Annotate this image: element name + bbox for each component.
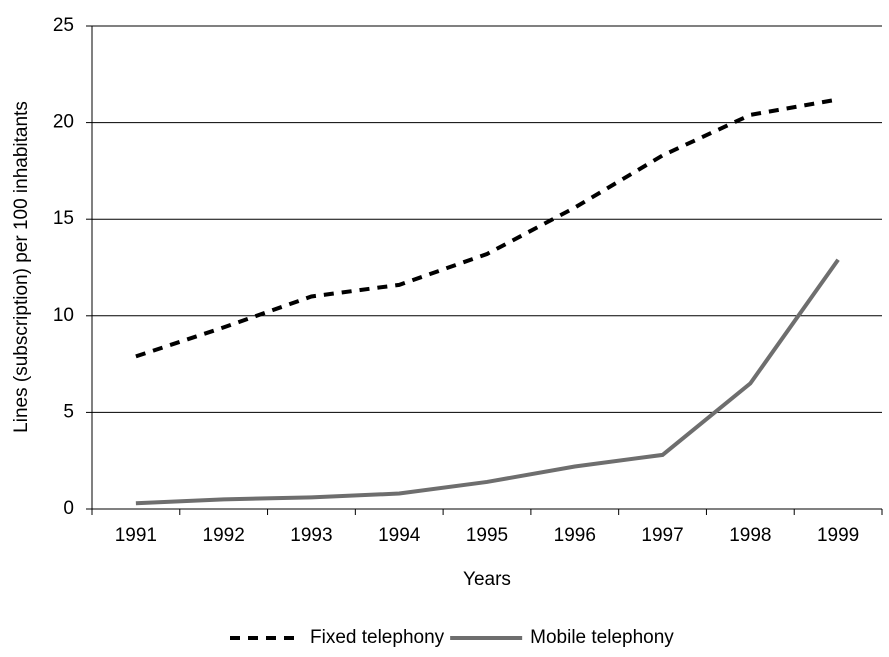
x-tick-label: 1996 (554, 525, 596, 546)
y-tick-label: 20 (53, 112, 74, 133)
x-tick-label: 1993 (290, 525, 332, 546)
y-tick-label: 15 (53, 208, 74, 229)
y-tick-label: 10 (53, 305, 74, 326)
x-tick-label: 1995 (466, 525, 508, 546)
y-tick-label: 25 (53, 15, 74, 36)
series-line (135, 97, 839, 359)
series-line (135, 258, 840, 506)
x-axis-label: Years (463, 569, 511, 590)
x-tick-label: 1998 (729, 525, 771, 546)
x-tick-label: 1991 (115, 525, 157, 546)
x-tick-label: 1997 (641, 525, 683, 546)
y-axis-label: Lines (subscription) per 100 inhabitants (11, 101, 32, 433)
x-tick-label: 1999 (817, 525, 859, 546)
x-tick-label: 1994 (378, 525, 421, 546)
y-tick-label: 0 (63, 498, 74, 519)
legend-label: Mobile telephony (530, 627, 674, 648)
x-tick-label: 1992 (203, 525, 245, 546)
y-tick-label: 5 (63, 401, 74, 422)
legend-label: Fixed telephony (310, 627, 445, 648)
